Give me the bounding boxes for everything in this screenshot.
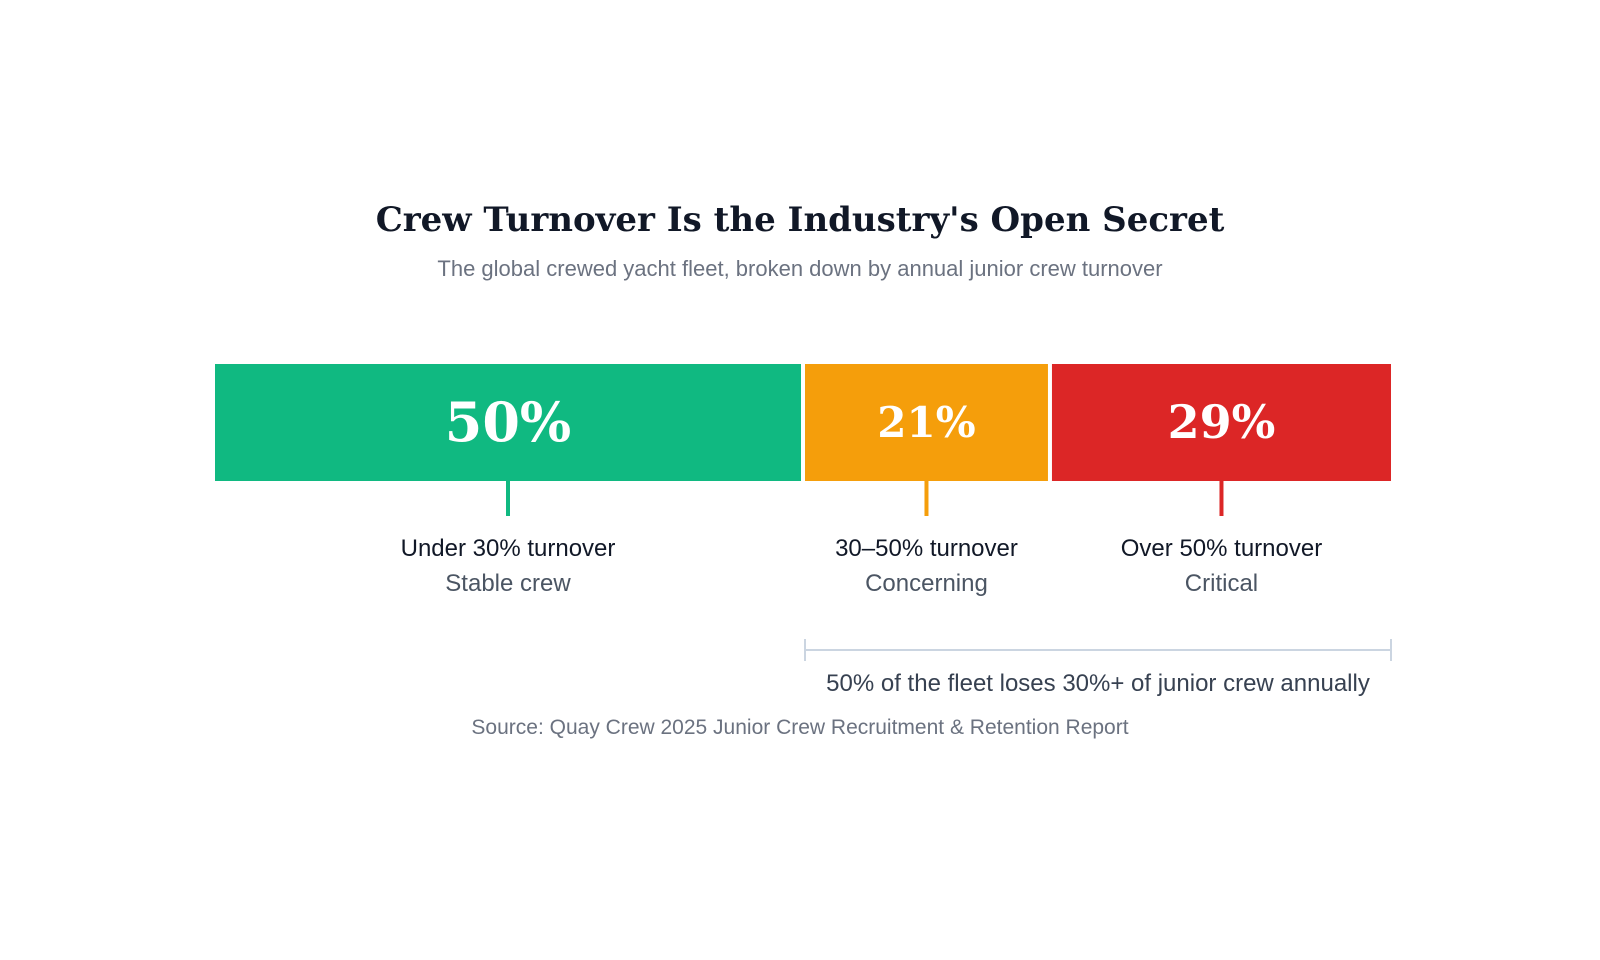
category-description-3: Critical [1185, 570, 1258, 597]
bracket-annotation: 50% of the fleet loses 30%+ of junior cr… [826, 670, 1370, 697]
chart-title: Crew Turnover Is the Industry's Open Sec… [375, 200, 1225, 240]
category-description-1: Stable crew [445, 570, 571, 597]
bar-segment-2 [805, 364, 1048, 481]
category-name-3: Over 50% turnover [1121, 535, 1322, 562]
category-name-2: 30–50% turnover [835, 535, 1018, 562]
source-note: Source: Quay Crew 2025 Junior Crew Recru… [471, 716, 1129, 739]
category-description-2: Concerning [865, 570, 988, 597]
bar-segment-1 [215, 364, 801, 481]
segment-value-label-1: 50% [445, 390, 571, 454]
segment-value-label-3: 29% [1168, 395, 1276, 449]
category-name-1: Under 30% turnover [401, 535, 616, 562]
segment-value-label-2: 21% [877, 398, 975, 447]
chart-subtitle: The global crewed yacht fleet, broken do… [437, 256, 1163, 281]
bar-segment-3 [1051, 364, 1391, 481]
